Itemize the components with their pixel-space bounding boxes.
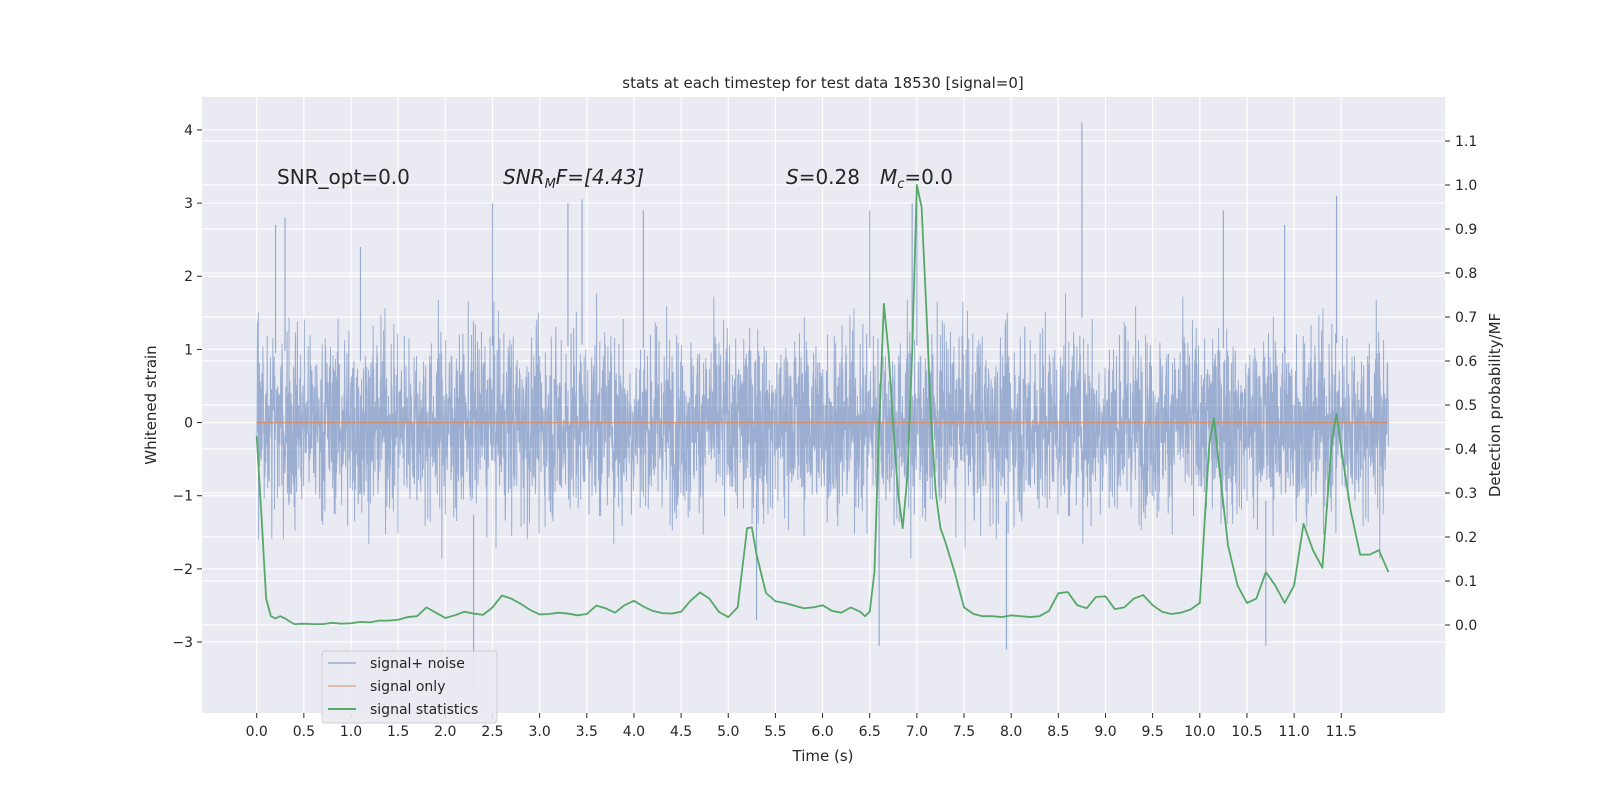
y2-tick-label-10: 1.0	[1455, 178, 1477, 194]
x-tick-label-0: 0.0	[246, 724, 268, 740]
x-tick-label-21: 10.5	[1231, 724, 1262, 740]
x-tick-label-8: 4.0	[623, 724, 645, 740]
x-tick-label-23: 11.5	[1326, 724, 1357, 740]
x-tick-label-15: 7.5	[953, 724, 975, 740]
x-tick-label-3: 1.5	[387, 724, 409, 740]
axes: 0.0 0.5 1.0 1.5 2.0 2.5 3.0 3.5 4.0 4.5 5.0 5.5 6.0 6…	[172, 123, 1477, 740]
y2-tick-label-5: 0.5	[1455, 398, 1477, 414]
y-tick-label-6: 3	[184, 196, 193, 212]
y2-tick-label-11: 1.1	[1455, 134, 1477, 150]
y2-tick-label-6: 0.6	[1455, 354, 1477, 370]
x-tick-label-14: 7.0	[906, 724, 928, 740]
x-tick-label-17: 8.5	[1047, 724, 1069, 740]
y-tick-label-3: 0	[184, 416, 193, 432]
x-tick-label-20: 10.0	[1184, 724, 1215, 740]
x-tick-label-19: 9.5	[1142, 724, 1164, 740]
snr-mf-sub: M	[545, 177, 556, 192]
x-tick-label-13: 6.5	[859, 724, 881, 740]
y-tick-label-0: −3	[172, 635, 193, 651]
signal-statistics-line	[255, 184, 1390, 626]
annotation-s: S=0.28	[786, 165, 860, 189]
x-tick-label-9: 4.5	[670, 724, 692, 740]
y2-tick-label-9: 0.9	[1455, 222, 1477, 238]
y2-tick-label-3: 0.3	[1455, 486, 1477, 502]
x-tick-label-7: 3.5	[576, 724, 598, 740]
x-tick-label-1: 0.5	[293, 724, 315, 740]
x-axis-label: Time (s)	[792, 747, 854, 765]
x-tick-label-5: 2.5	[481, 724, 503, 740]
x-tick-label-16: 8.0	[1000, 724, 1022, 740]
y2-tick-label-0: 0.0	[1455, 618, 1477, 634]
signal-statistics-series	[255, 184, 1390, 626]
y2-tick-label-1: 0.1	[1455, 574, 1477, 590]
y2-tick-label-7: 0.7	[1455, 310, 1477, 326]
x-tick-label-2: 1.0	[340, 724, 362, 740]
x-tick-label-10: 5.0	[717, 724, 739, 740]
y-tick-label-2: −1	[172, 489, 193, 505]
legend-label-signal-noise: signal+ noise	[370, 656, 465, 672]
mc-main: M	[880, 165, 897, 189]
x-tick-label-4: 2.0	[434, 724, 456, 740]
mc-sub: c	[897, 177, 904, 192]
legend-box	[321, 650, 498, 724]
legend-label-signal-statistics: signal statistics	[370, 702, 478, 718]
x-tick-label-11: 5.5	[764, 724, 786, 740]
y2-tick-label-2: 0.2	[1455, 530, 1477, 546]
x-tick-label-6: 3.0	[528, 724, 550, 740]
mc-rest: =0.0	[904, 165, 953, 189]
x-tick-label-18: 9.0	[1094, 724, 1116, 740]
y-tick-label-7: 4	[184, 123, 193, 139]
annotation-snr-opt: SNR_opt=0.0	[277, 165, 410, 189]
x-tick-label-22: 11.0	[1279, 724, 1310, 740]
x-tick-label-12: 6.0	[811, 724, 833, 740]
annotation-snr-mf: SNRMF=[4.43]	[503, 165, 644, 192]
y2-tick-label-4: 0.4	[1455, 442, 1477, 458]
signal-noise-line	[256, 293, 1389, 559]
signal-noise-series	[256, 122, 1389, 686]
snr-mf-rest: F=[4.43]	[556, 165, 644, 189]
legend: signal+ noise signal only signal statist…	[321, 650, 498, 724]
snr-mf-main: SNR	[503, 165, 545, 189]
legend-label-signal-only: signal only	[370, 679, 445, 695]
y-tick-label-1: −2	[172, 562, 193, 578]
s-main: S	[786, 165, 799, 189]
y-axis-label: Whitened strain	[142, 345, 160, 464]
y2-tick-label-8: 0.8	[1455, 266, 1477, 282]
s-rest: =0.28	[799, 165, 860, 189]
annotation-mc: Mc=0.0	[880, 165, 953, 192]
y-tick-label-4: 1	[184, 342, 193, 358]
y-tick-label-5: 2	[184, 269, 193, 285]
y2-axis-label: Detection probability/MF	[1486, 313, 1504, 497]
chart-title: stats at each timestep for test data 185…	[622, 74, 1023, 92]
